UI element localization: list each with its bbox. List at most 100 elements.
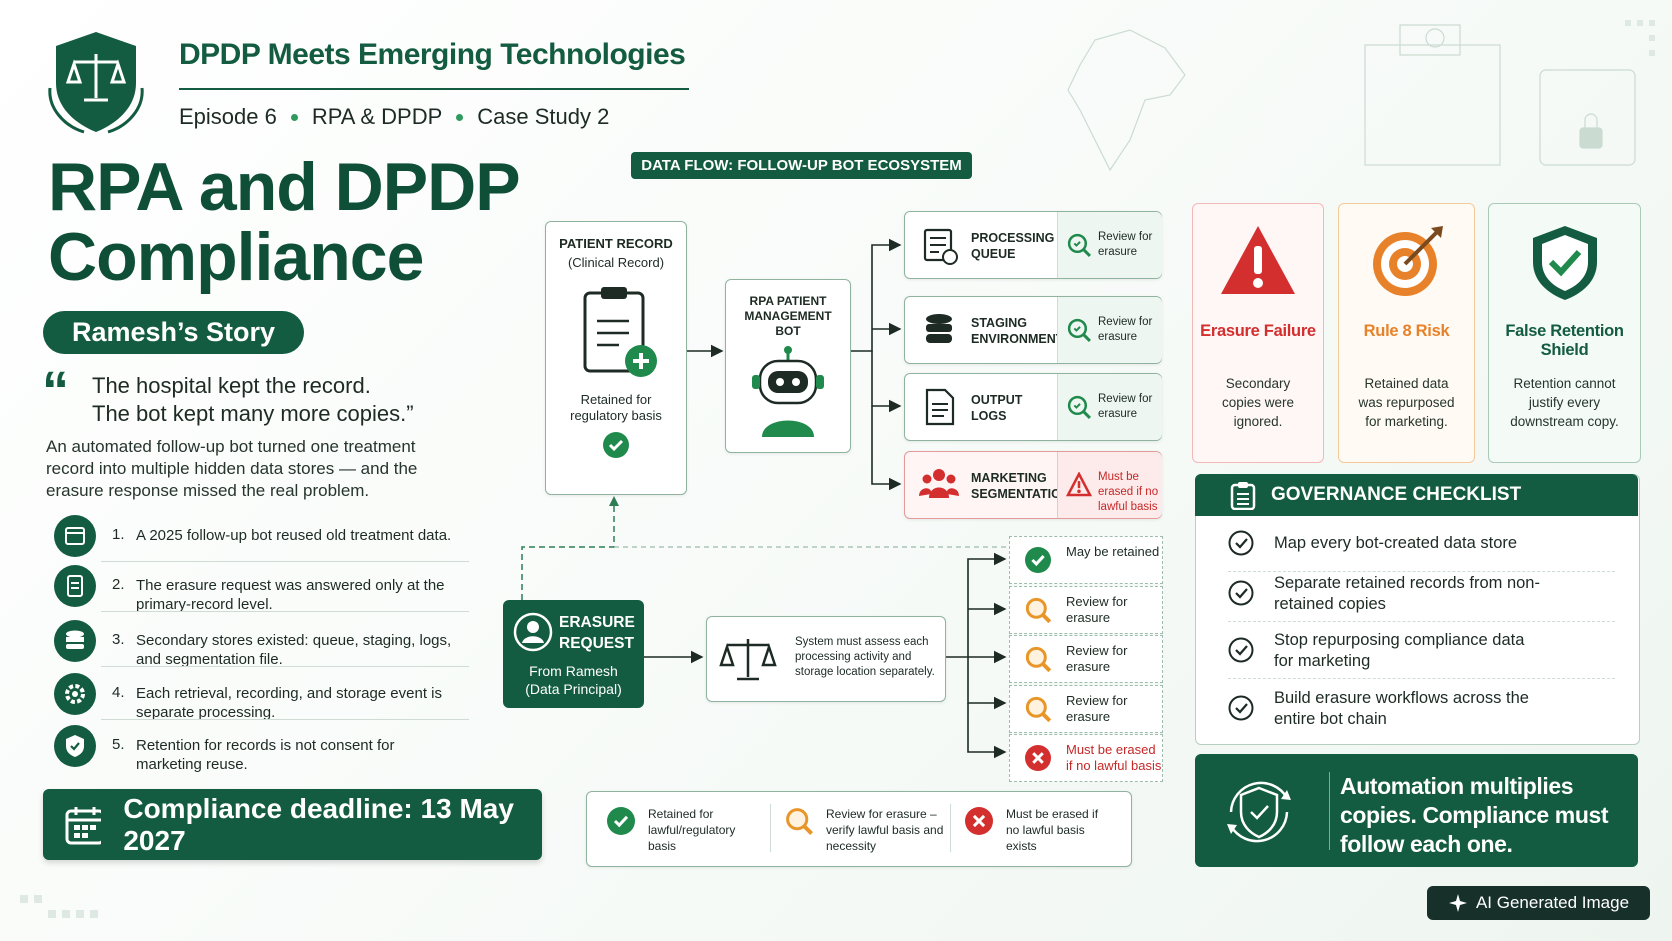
risk-card: Erasure Failure Secondary copies were ign…	[1192, 203, 1324, 463]
legend-icon	[606, 806, 636, 841]
quote-line: The hospital kept the record.	[92, 373, 371, 398]
point-separator	[101, 666, 469, 667]
store-icon	[919, 464, 961, 511]
check-icon	[603, 432, 629, 458]
erasure-title: ERASURE REQUEST	[559, 614, 635, 652]
store-icon	[919, 309, 961, 356]
banner-text: Automation multiplies copies. Compliance…	[1340, 773, 1609, 857]
point-icon	[54, 673, 96, 720]
store-status-area: Review for erasure	[1057, 297, 1162, 363]
card-title: Rule 8 Risk	[1363, 322, 1450, 340]
shield-cycle-icon	[1227, 781, 1291, 843]
point-text: A 2025 follow-up bot reused old treatmen…	[136, 527, 452, 544]
check-icon-svg	[1228, 695, 1254, 721]
outcome-icon-svg	[1025, 696, 1052, 722]
legend-icon-svg	[786, 808, 814, 836]
point-text: Each retrieval, recording, and storage e…	[136, 685, 442, 721]
store-name: OUTPUT LOGS	[971, 393, 1023, 423]
checklist-separator	[1228, 678, 1615, 679]
calendar-icon	[65, 806, 102, 844]
store-name: PROCESSING QUEUE	[971, 231, 1055, 261]
bot: RPA PATIENT MANAGEMENT BOT	[725, 279, 851, 453]
point-icon-svg	[54, 725, 96, 767]
outcome-icon-svg	[1025, 745, 1051, 771]
point-number: 3.	[112, 631, 125, 648]
point-icon-svg	[54, 673, 96, 715]
robot-icon	[752, 346, 824, 437]
outcome-icon-svg	[1025, 597, 1052, 623]
store-icon	[919, 386, 961, 433]
card-icon	[1525, 222, 1605, 307]
outcome-icon	[1024, 744, 1052, 777]
outcome: Must be erased if no lawful basis	[1009, 734, 1163, 782]
outcome: Review for erasure	[1009, 684, 1163, 733]
card-text: Retention cannot justify every downstrea…	[1510, 376, 1619, 429]
checklist-item: Stop repurposing compliance data for mar…	[1274, 631, 1525, 670]
store-icon-svg	[919, 469, 959, 498]
outcome-text: Review for erasure	[1066, 643, 1128, 674]
store-status: Review for erasure	[1098, 316, 1153, 343]
erasure-from-line: From Ramesh	[529, 663, 618, 679]
card-text: Secondary copies were ignored.	[1221, 376, 1295, 429]
status-icon-svg	[1067, 318, 1091, 342]
bot-title: RPA PATIENT MANAGEMENT BOT	[744, 294, 832, 338]
card-title: False Retention Shield	[1505, 322, 1624, 359]
checklist-separator	[1228, 621, 1615, 622]
point-icon	[54, 725, 96, 772]
ai-badge: AI Generated Image	[1427, 886, 1650, 920]
point-number: 2.	[112, 576, 125, 593]
checklist-icon	[1230, 482, 1256, 510]
point-icon-svg	[54, 515, 96, 557]
logo	[48, 32, 144, 134]
check-icon	[1228, 580, 1254, 611]
card-icon	[1367, 222, 1447, 307]
check-icon-svg	[1228, 530, 1254, 556]
store-status-area: Review for erasure	[1057, 374, 1162, 440]
banner-divider	[1329, 772, 1330, 850]
risk-card: Rule 8 Risk Retained data was repurposed …	[1338, 203, 1475, 463]
data-store: STAGING ENVIRONMENT Review for erasure	[904, 296, 1162, 364]
patient-record: PATIENT RECORD (Clinical Record) Retaine…	[545, 221, 687, 495]
status-icon	[1066, 317, 1092, 348]
point-icon	[54, 620, 96, 667]
status-icon	[1065, 471, 1093, 503]
check-icon	[1228, 530, 1254, 561]
outcome-icon	[1024, 695, 1052, 728]
checklist-title: GOVERNANCE CHECKLIST	[1271, 484, 1522, 505]
point-icon-svg	[54, 620, 96, 662]
legend-icon	[784, 806, 814, 841]
store-icon-svg	[926, 314, 952, 343]
point-text: Secondary stores existed: queue, staging…	[136, 632, 452, 668]
outcome: Review for erasure	[1009, 635, 1163, 683]
checklist-item: Build erasure workflows across the entir…	[1274, 689, 1529, 728]
card-icon-svg	[1221, 226, 1295, 294]
card-icon-svg	[1372, 226, 1443, 296]
flow-label: DATA FLOW: FOLLOW-UP BOT ECOSYSTEM	[631, 152, 972, 179]
banner	[1195, 754, 1638, 867]
card-icon	[1218, 222, 1298, 307]
legend-text: Must be erased if no lawful basis exists	[1006, 807, 1099, 853]
legend-icon-svg	[607, 807, 635, 835]
point-number: 1.	[112, 526, 125, 543]
store-status-area: Review for erasure	[1057, 212, 1162, 278]
legend-divider	[770, 804, 771, 852]
store-status: Must be erased if no lawful basis	[1098, 471, 1159, 513]
sparkle-icon	[1448, 894, 1467, 912]
clipboard-icon	[583, 287, 657, 377]
deadline: Compliance deadline: 13 May 2027	[43, 789, 542, 860]
status-icon-svg	[1065, 471, 1093, 497]
point-separator	[101, 611, 469, 612]
ai-badge-text: AI Generated Image	[1475, 893, 1630, 912]
checklist-separator	[1228, 571, 1615, 572]
store-status: Review for erasure	[1098, 393, 1153, 420]
quote: The hospital kept the record. The bot ke…	[92, 372, 414, 428]
assessment: System must assess each processing activ…	[706, 616, 946, 702]
topic: RPA & DPDP	[311, 104, 443, 129]
legend-icon-svg	[965, 807, 993, 835]
store-icon-svg	[923, 228, 958, 265]
store-icon-svg	[925, 388, 955, 426]
point-number: 4.	[112, 684, 125, 701]
outcome-icon	[1024, 546, 1052, 579]
outcome-icon-svg	[1025, 646, 1052, 673]
